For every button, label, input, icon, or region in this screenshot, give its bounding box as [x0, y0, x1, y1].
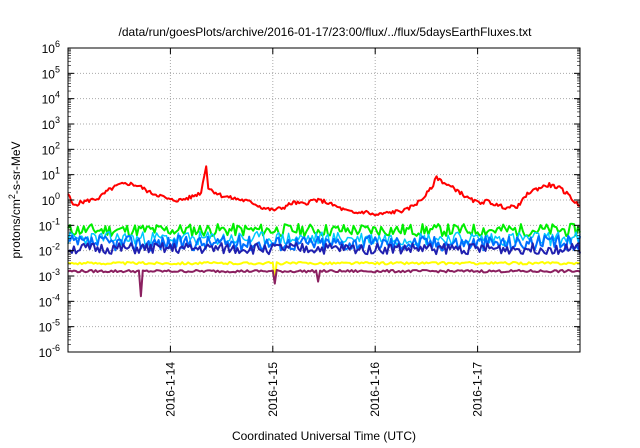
x-tick-label: 2016-1-16 [368, 362, 382, 417]
y-tick-label-base: 10 [42, 93, 56, 107]
y-tick-label: 104 [42, 90, 60, 107]
x-tick-labels: 2016-1-14 2016-1-15 2016-1-16 2016-1-17 [163, 362, 484, 417]
series-line-1 [67, 222, 581, 238]
y-tick-label-exp: 6 [55, 39, 60, 49]
series-line-4 [67, 242, 581, 256]
y-tick-label: 10-6 [39, 343, 60, 360]
y-axis-label: protons/cm2-s-sr-MeV [7, 141, 23, 258]
y-tick-label-exp: 5 [55, 64, 60, 74]
y-tick-label-base: 10 [39, 295, 53, 309]
x-axis-label: Coordinated Universal Time (UTC) [232, 429, 416, 443]
y-tick-label: 100 [42, 191, 60, 208]
y-tick-label-exp: -6 [52, 343, 60, 353]
y-tick-label-base: 10 [42, 42, 56, 56]
y-tick-label: 10-4 [39, 292, 60, 309]
y-tick-label: 10-3 [39, 267, 60, 284]
y-tick-label: 103 [42, 115, 60, 132]
y-tick-label-exp: 4 [55, 90, 60, 100]
series-line-5 [67, 261, 581, 281]
y-tick-label-base: 10 [39, 219, 53, 233]
x-tick-label: 2016-1-14 [163, 362, 177, 417]
y-tick-label-base: 10 [39, 321, 53, 335]
y-tick-label-base: 10 [39, 245, 53, 259]
y-tick-label-base: 10 [42, 143, 56, 157]
y-tick-label-exp: -2 [52, 242, 60, 252]
y-tick-label-base: 10 [42, 118, 56, 132]
series-line-6 [67, 268, 581, 298]
y-tick-label-exp: -5 [52, 318, 60, 328]
y-axis-label-sup: 2 [7, 194, 17, 199]
series-line-0 [67, 165, 581, 217]
y-tick-label-exp: 0 [55, 191, 60, 201]
y-tick-label: 10-1 [39, 216, 60, 233]
y-axis-label-pre: protons/cm [9, 199, 23, 258]
x-tick-label: 2016-1-15 [266, 362, 280, 417]
y-tick-label-exp: -3 [52, 267, 60, 277]
y-tick-label: 102 [42, 140, 60, 157]
y-tick-label-exp: 3 [55, 115, 60, 125]
tick-marks [68, 47, 580, 353]
series-line-2 [67, 230, 581, 247]
y-tick-label-base: 10 [42, 67, 56, 81]
y-tick-label: 10-5 [39, 318, 60, 335]
y-tick-label-base: 10 [39, 270, 53, 284]
y-tick-label-base: 10 [42, 169, 56, 183]
y-tick-label-exp: -4 [52, 292, 60, 302]
y-tick-label-exp: -1 [52, 216, 60, 226]
y-tick-label: 106 [42, 39, 60, 56]
y-tick-label: 105 [42, 64, 60, 81]
chart-title: /data/run/goesPlots/archive/2016-01-17/2… [119, 25, 533, 39]
series-layer [67, 165, 581, 298]
x-tick-label: 2016-1-17 [471, 362, 485, 417]
y-tick-label-exp: 2 [55, 140, 60, 150]
y-tick-label-base: 10 [39, 346, 53, 360]
y-axis-label-post: -s-sr-MeV [9, 141, 23, 194]
y-tick-label-exp: 1 [55, 166, 60, 176]
y-tick-label: 101 [42, 166, 60, 183]
y-tick-label: 10-2 [39, 242, 60, 259]
y-tick-label-base: 10 [42, 194, 56, 208]
y-tick-labels: 10-610-510-410-310-210-11001011021031041… [39, 39, 60, 360]
